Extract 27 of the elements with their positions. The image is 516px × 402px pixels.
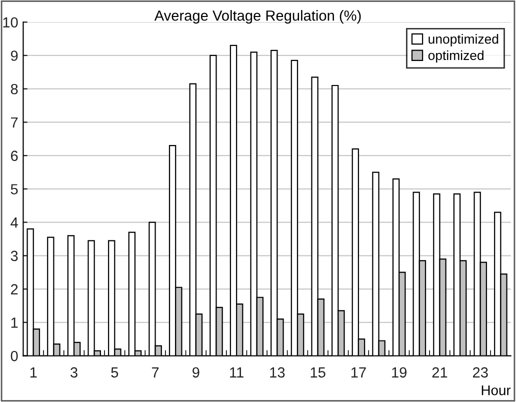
x-tick-label: 17 — [351, 367, 366, 378]
y-tick-label: 4 — [10, 218, 18, 228]
legend-label: optimized — [428, 50, 484, 63]
x-tick-label: 9 — [192, 367, 200, 378]
y-tick-label: 9 — [10, 50, 18, 61]
y-tick-label: 2 — [10, 284, 18, 294]
x-tick-label: 7 — [152, 367, 159, 378]
x-tick-label: 23 — [472, 367, 488, 378]
x-tick-label: 3 — [70, 367, 78, 378]
x-tick-label: 21 — [432, 367, 448, 378]
y-tick-label: 10 — [3, 17, 18, 28]
x-tick-label: 5 — [111, 367, 118, 378]
y-tick-label: 5 — [10, 184, 18, 194]
y-tick-label: 1 — [11, 318, 18, 328]
y-tick-label: 8 — [10, 84, 18, 94]
y-tick-label: 6 — [10, 150, 18, 161]
legend-label: unoptimized — [428, 34, 498, 46]
x-tick-label: 11 — [230, 367, 244, 378]
x-tick-label: 13 — [270, 367, 285, 378]
y-tick-label: 0 — [10, 350, 18, 362]
x-tick-label: 15 — [310, 367, 326, 378]
x-tick-label: 1 — [30, 367, 37, 378]
y-tick-label: 7 — [10, 117, 18, 128]
chart-title: Average Voltage Regulation (%) — [154, 10, 361, 24]
x-axis-title: Hour — [482, 386, 511, 396]
y-tick-label: 3 — [10, 250, 18, 262]
x-tick-label: 19 — [392, 367, 407, 378]
